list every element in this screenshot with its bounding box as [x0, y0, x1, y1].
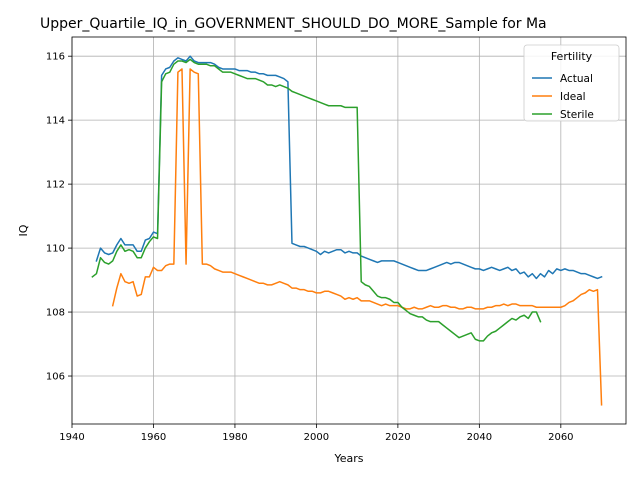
x-tick-label: 1980 [222, 432, 247, 443]
legend-label-sterile: Sterile [560, 109, 594, 121]
series-lines [91, 55, 603, 406]
series-line-sterile [91, 58, 542, 342]
chart-title: Upper_Quartile_IQ_in_GOVERNMENT_SHOULD_D… [40, 16, 547, 32]
y-tick-label: 110 [46, 244, 65, 255]
legend-box [523, 44, 620, 122]
y-tick-label: 108 [46, 308, 65, 319]
grid-lines [71, 37, 626, 424]
x-tick-label: 1960 [141, 432, 166, 443]
legend-label-ideal: Ideal [560, 91, 586, 103]
y-tick-label: 114 [46, 116, 65, 127]
y-tick-label: 112 [46, 180, 65, 191]
series-line-ideal [111, 68, 603, 406]
x-tick-label: 2040 [467, 432, 492, 443]
x-tick-label: 2060 [548, 432, 573, 443]
legend: Fertility Actual Ideal Sterile [523, 44, 620, 122]
x-axis: 1940 1960 1980 2000 2020 2040 2060 [59, 424, 574, 443]
legend-title: Fertility [551, 50, 593, 63]
series-line-actual [95, 55, 603, 280]
y-tick-label: 116 [46, 52, 65, 63]
x-tick-label: 2020 [385, 432, 410, 443]
y-axis: 106 108 110 112 114 116 [46, 52, 72, 383]
legend-label-actual: Actual [560, 73, 593, 85]
plot-frame [71, 36, 627, 425]
x-axis-label: Years [333, 452, 363, 465]
x-tick-label: 2000 [304, 432, 329, 443]
y-axis-label: IQ [17, 224, 30, 236]
y-tick-label: 106 [46, 372, 65, 383]
x-tick-label: 1940 [59, 432, 84, 443]
